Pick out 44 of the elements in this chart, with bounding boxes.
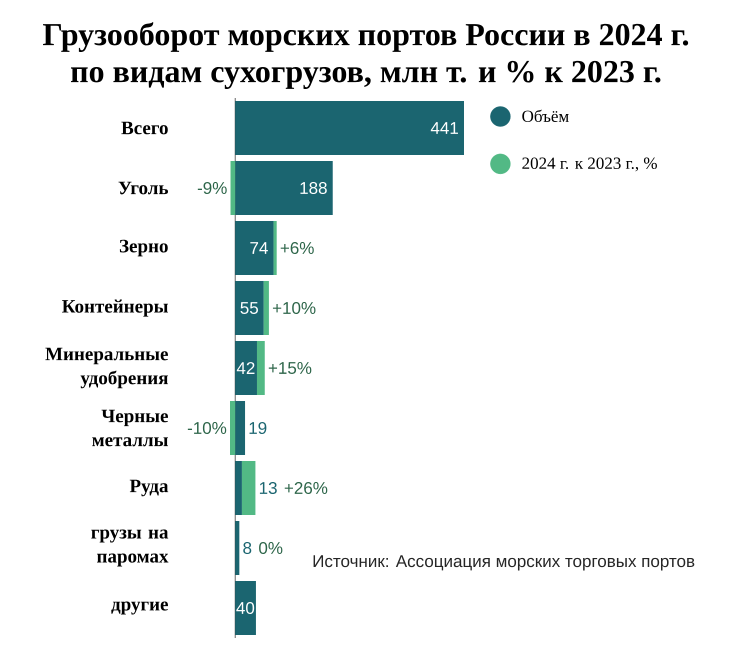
data-label: +6% [280, 242, 314, 254]
data-label: 441 [430, 122, 458, 134]
y-tick-label: Зерно [120, 240, 168, 256]
data-label: 8 [243, 542, 252, 554]
legend-label: 2024 г. к 2023 г., % [522, 157, 657, 172]
data-label: +10% [272, 302, 316, 314]
data-label: 0% [259, 542, 282, 554]
chart-title: Грузооборот морских портов России в 2024 г. по видам сухогрузов, млн т. и % к 2023 г. [43, 22, 688, 90]
y-tick-label: грузы на паромах [91, 530, 168, 567]
bar [230, 161, 236, 216]
legend-label: Объём [522, 110, 569, 122]
bar [274, 221, 277, 276]
data-label: 188 [300, 182, 327, 194]
bar [235, 341, 257, 396]
bar [235, 161, 333, 216]
data-label: 19 [250, 422, 266, 434]
bar [235, 461, 242, 516]
data-label: -9% [198, 182, 227, 194]
data-label: 42 [236, 362, 254, 374]
bar [235, 221, 274, 276]
data-label: 55 [240, 302, 258, 314]
data-label: 13 [260, 482, 277, 494]
data-label: 74 [250, 242, 268, 254]
bar [235, 281, 264, 336]
bar [235, 101, 464, 155]
y-tick-label: Всего [121, 122, 168, 134]
bar [264, 281, 269, 336]
y-tick-label: Руда [130, 480, 168, 496]
bar [235, 581, 256, 636]
bar [235, 521, 240, 576]
bar [235, 401, 246, 456]
y-tick-label: Черные металлы [92, 410, 168, 446]
y-tick-label: Уголь [118, 182, 168, 194]
y-tick-label: Минеральные удобрения [45, 348, 168, 388]
data-label: +15% [268, 362, 312, 374]
data-label: -10% [188, 422, 226, 434]
bar [256, 341, 265, 396]
bar [242, 461, 256, 516]
y-tick-label: другие [111, 601, 168, 615]
data-label: 40 [236, 602, 254, 614]
bar [230, 401, 236, 456]
data-label: +26% [284, 482, 328, 494]
annotation: Источник: Ассоциация морских торговых портов [314, 555, 694, 571]
y-tick-label: Контейнеры [62, 299, 168, 317]
